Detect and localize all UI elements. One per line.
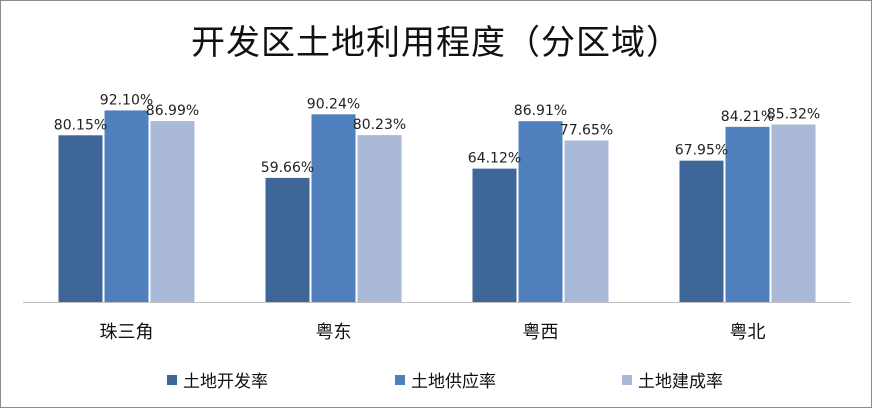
bar-3-1 xyxy=(725,126,770,302)
bar-0-1 xyxy=(104,110,149,302)
data-label-1-1: 90.24% xyxy=(307,96,360,112)
legend-swatch-construction xyxy=(622,374,632,385)
category-label-3: 粤北 xyxy=(730,322,766,343)
bar-2-2 xyxy=(564,140,609,302)
legend-item-supply: 土地供应率 xyxy=(395,367,496,392)
data-label-2-2: 77.65% xyxy=(560,122,613,138)
legend-swatch-supply xyxy=(395,374,405,385)
data-label-0-2: 86.99% xyxy=(146,103,199,119)
category-label-2: 粤西 xyxy=(523,322,559,343)
data-label-2-1: 86.91% xyxy=(514,103,567,119)
data-label-1-0: 59.66% xyxy=(261,160,314,176)
bar-1-1 xyxy=(311,114,356,302)
chart-title: 开发区土地利用程度（分区域） xyxy=(191,23,681,63)
chart-legend: 土地开发率 土地供应率 土地建成率 xyxy=(1,361,871,392)
bar-1-2 xyxy=(357,135,402,302)
data-label-0-0: 80.15% xyxy=(54,117,107,133)
legend-label-construction: 土地建成率 xyxy=(638,372,723,392)
data-label-3-2: 85.32% xyxy=(767,107,820,123)
bar-0-2 xyxy=(150,121,195,303)
bar-2-1 xyxy=(518,121,563,302)
bar-1-0 xyxy=(265,177,310,302)
legend-item-development: 土地开发率 xyxy=(167,367,268,392)
legend-label-supply: 土地供应率 xyxy=(411,372,496,392)
category-label-0: 珠三角 xyxy=(100,322,154,343)
data-label-3-0: 67.95% xyxy=(675,143,728,159)
legend-item-construction: 土地建成率 xyxy=(622,367,723,392)
data-label-1-2: 80.23% xyxy=(353,117,406,133)
bar-0-0 xyxy=(58,135,103,302)
legend-label-development: 土地开发率 xyxy=(183,372,268,392)
bar-3-2 xyxy=(771,124,816,303)
data-label-0-1: 92.10% xyxy=(100,92,153,108)
data-label-2-0: 64.12% xyxy=(468,151,521,167)
bar-3-0 xyxy=(679,160,724,302)
bar-2-0 xyxy=(472,168,517,302)
data-label-3-1: 84.21% xyxy=(721,109,774,125)
category-label-1: 粤东 xyxy=(316,322,352,343)
legend-swatch-development xyxy=(167,374,177,385)
